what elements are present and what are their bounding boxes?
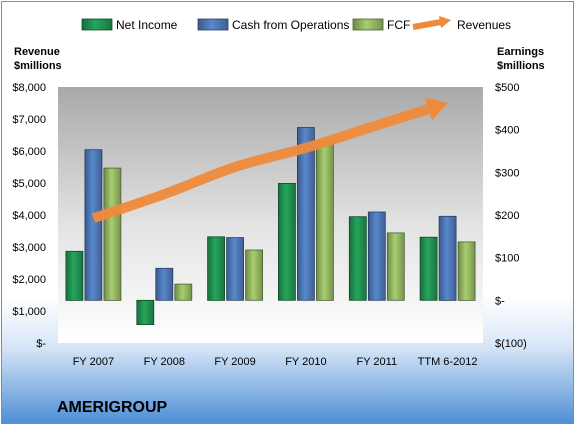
- left-axis-tick: $6,000: [12, 146, 46, 158]
- bars-layer: [65, 127, 476, 325]
- bar-fcf-fy-2007: [103, 167, 122, 301]
- legend-arrowhead: [439, 16, 451, 28]
- legend-label: FCF: [387, 18, 410, 32]
- left-axis-title: $millions: [14, 60, 62, 72]
- right-axis-tick: $-: [495, 295, 505, 307]
- trend-layer: [91, 97, 448, 223]
- left-axis-tick: $7,000: [12, 114, 46, 126]
- bar-cash-from-operations-fy-2009: [226, 237, 245, 301]
- left-axis-tick: $3,000: [12, 242, 46, 254]
- bar-cash-from-operations-ttm-6-2012: [438, 215, 457, 301]
- right-axis-title: Earnings: [497, 46, 544, 58]
- left-axis-tick: $8,000: [12, 82, 46, 94]
- right-axis: $(100) $- $100 $200 $300 $400 $500 Earnings $mil…: [495, 46, 545, 350]
- left-axis-tick: $-: [36, 338, 46, 350]
- bar-fcf-ttm-6-2012: [457, 241, 476, 301]
- category-axis: FY 2007 FY 2008 FY 2009 FY 2010 FY 2011 TTM 6…: [73, 356, 478, 368]
- bar-fcf-fy-2009: [245, 249, 264, 301]
- right-axis-tick: $(100): [495, 338, 527, 350]
- legend-swatch-revenues: [412, 19, 442, 30]
- revenues-trend-line: [91, 102, 440, 223]
- left-axis-tick: $5,000: [12, 178, 46, 190]
- bar-fcf-fy-2010: [315, 140, 334, 301]
- right-axis-tick: $200: [495, 210, 519, 222]
- bar-cash-from-operations-fy-2011: [367, 211, 386, 301]
- legend-swatch-cash-from-operations: [197, 18, 229, 31]
- left-axis: $- $1,000 $2,000 $3,000 $4,000 $5,000 $6,000 $7…: [12, 46, 61, 350]
- bar-fcf-fy-2011: [386, 232, 405, 301]
- right-axis-tick: $500: [495, 82, 519, 94]
- category-label: FY 2009: [214, 356, 255, 368]
- category-label: FY 2010: [285, 356, 326, 368]
- bar-cash-from-operations-fy-2007: [84, 149, 103, 301]
- legend-swatch-fcf: [352, 18, 384, 31]
- legend-label: Net Income: [116, 18, 178, 32]
- category-label: TTM 6-2012: [418, 356, 478, 368]
- right-axis-tick: $300: [495, 167, 519, 179]
- legend-label: Cash from Operations: [232, 18, 349, 32]
- category-label: FY 2011: [357, 356, 398, 368]
- category-label: FY 2008: [144, 356, 185, 368]
- bar-cash-from-operations-fy-2010: [296, 127, 315, 301]
- category-label: FY 2007: [73, 356, 114, 368]
- bar-net-income-fy-2010: [277, 182, 296, 301]
- legend: Net Income Cash from Operations FCF Revenue…: [81, 16, 511, 32]
- bar-net-income-fy-2007: [65, 250, 84, 301]
- bar-cash-from-operations-fy-2008: [155, 267, 174, 301]
- left-axis-tick: $1,000: [12, 306, 46, 318]
- bar-net-income-fy-2009: [207, 236, 226, 301]
- legend-label: Revenues: [457, 18, 511, 32]
- bar-fcf-fy-2008: [174, 283, 193, 301]
- chart: Net Income Cash from Operations FCF Revenue…: [12, 16, 545, 368]
- revenues-arrowhead: [424, 97, 448, 121]
- bar-net-income-fy-2011: [348, 216, 367, 301]
- right-axis-tick: $100: [495, 253, 519, 265]
- left-axis-tick: $2,000: [12, 274, 46, 286]
- bar-net-income-ttm-6-2012: [419, 236, 438, 301]
- left-axis-title: Revenue: [14, 46, 60, 58]
- left-axis-tick: $4,000: [12, 210, 46, 222]
- company-name: AMERIGROUP: [57, 399, 168, 416]
- right-axis-title: $millions: [497, 60, 545, 72]
- legend-swatch-net-income: [81, 18, 113, 31]
- bar-net-income-fy-2008: [136, 299, 155, 325]
- right-axis-tick: $400: [495, 125, 519, 137]
- plot-area: [58, 87, 483, 343]
